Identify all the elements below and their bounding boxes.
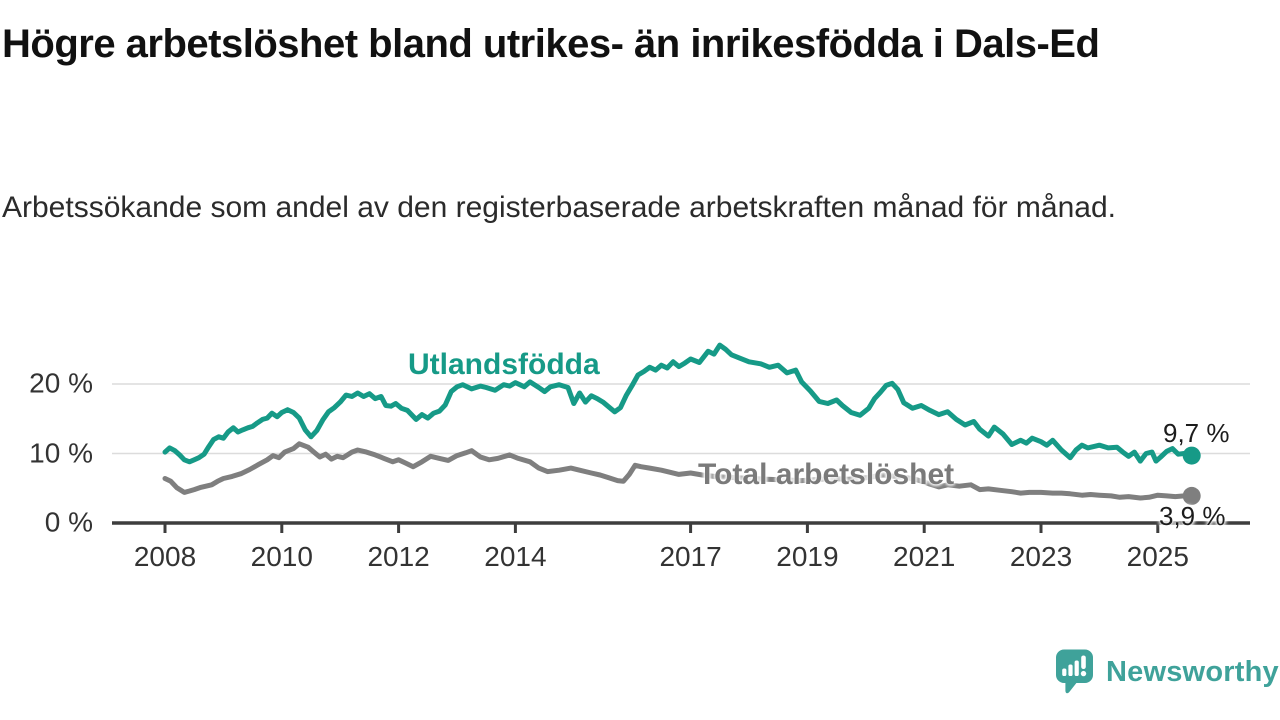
page-subtitle: Arbetssökande som andel av den registerb… <box>2 191 1116 224</box>
end-value-label-utlandsfodda: 9,7 % <box>1163 418 1230 448</box>
series-label-total-arbetsloshet: Total arbetslöshet <box>698 458 955 491</box>
series-line-1 <box>162 441 1195 501</box>
newsworthy-logo: Newsworthy <box>1054 648 1279 696</box>
series-line-0 <box>162 342 1195 465</box>
series-end-dot-1 <box>1182 486 1201 505</box>
page-title: Högre arbetslöshet bland utrikes- än inr… <box>2 22 1100 66</box>
series-label-utlandsfodda: Utlandsfödda <box>408 348 600 381</box>
newsworthy-wordmark: Newsworthy <box>1106 655 1279 688</box>
series-end-dot-0 <box>1182 446 1201 465</box>
end-value-label-total: 3,9 % <box>1159 501 1226 531</box>
newsworthy-speech-bubble-chart-icon <box>1056 649 1093 694</box>
